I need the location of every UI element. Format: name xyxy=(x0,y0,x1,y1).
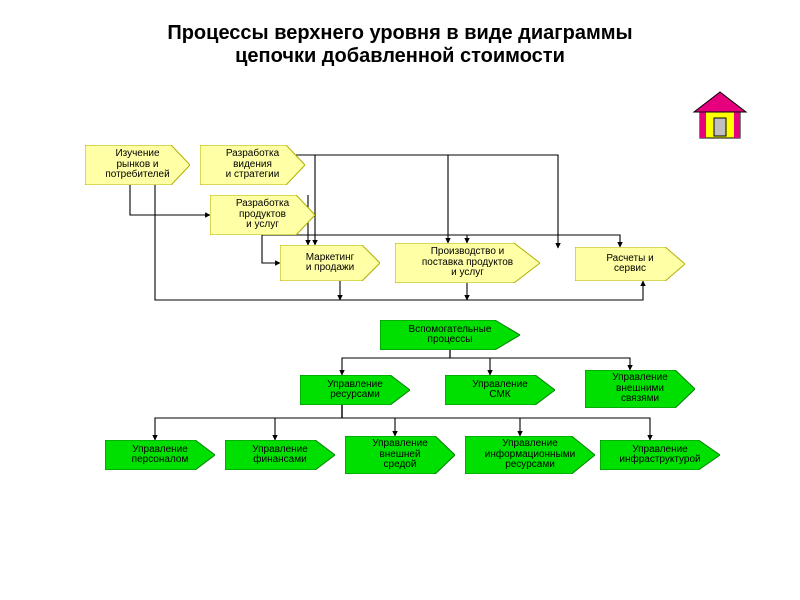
node-label: Управление финансами xyxy=(237,445,323,466)
page-title: Процессы верхнего уровня в виде диаграмм… xyxy=(0,22,800,68)
node-label: Управление информационными ресурсами xyxy=(479,439,582,471)
node-n5: Производство и поставка продуктов и услу… xyxy=(395,243,540,283)
edge-0 xyxy=(130,185,210,215)
node-label: Разработка видения и стратегии xyxy=(211,149,293,181)
node-n6: Расчеты и сервис xyxy=(575,247,685,281)
node-n12: Управление финансами xyxy=(225,440,335,470)
edge-12 xyxy=(450,350,490,375)
node-label: Управление инфраструктурой xyxy=(613,445,707,466)
edge-15 xyxy=(275,405,342,440)
edge-16 xyxy=(342,405,395,436)
node-n3: Разработка продуктов и услуг xyxy=(210,195,315,235)
diagram-stage: Процессы верхнего уровня в виде диаграмм… xyxy=(0,0,800,600)
node-n11: Управление персоналом xyxy=(105,440,215,470)
node-n13: Управление внешней средой xyxy=(345,436,455,474)
edge-14 xyxy=(155,405,342,440)
node-label: Управление внешними связями xyxy=(597,373,683,405)
edge-17 xyxy=(342,405,520,436)
node-n2: Разработка видения и стратегии xyxy=(200,145,305,185)
title-line-2: цепочки добавленной стоимости xyxy=(0,45,800,68)
edge-11 xyxy=(342,350,450,375)
node-label: Управление ресурсами xyxy=(312,380,398,401)
node-label: Вспомогательные процессы xyxy=(395,325,506,346)
edge-4 xyxy=(262,235,280,263)
node-n7: Вспомогательные процессы xyxy=(380,320,520,350)
node-label: Изучение рынков и потребителей xyxy=(96,149,178,181)
node-label: Управление персоналом xyxy=(117,445,203,466)
node-n4: Маркетинг и продажи xyxy=(280,245,380,281)
node-n1: Изучение рынков и потребителей xyxy=(85,145,190,185)
node-n8: Управление ресурсами xyxy=(300,375,410,405)
home-icon xyxy=(690,88,750,142)
node-label: Управление СМК xyxy=(457,380,543,401)
node-label: Управление внешней средой xyxy=(357,439,443,471)
edge-18 xyxy=(342,405,650,440)
node-n9: Управление СМК xyxy=(445,375,555,405)
node-label: Расчеты и сервис xyxy=(587,254,673,275)
node-n14: Управление информационными ресурсами xyxy=(465,436,595,474)
node-label: Маркетинг и продажи xyxy=(291,253,369,274)
node-label: Разработка продуктов и услуг xyxy=(221,199,303,231)
edges-layer xyxy=(0,0,800,600)
node-n10: Управление внешними связями xyxy=(585,370,695,408)
title-line-1: Процессы верхнего уровня в виде диаграмм… xyxy=(0,22,800,45)
node-n15: Управление инфраструктурой xyxy=(600,440,720,470)
node-label: Производство и поставка продуктов и услу… xyxy=(410,247,525,279)
edge-13 xyxy=(450,350,630,370)
